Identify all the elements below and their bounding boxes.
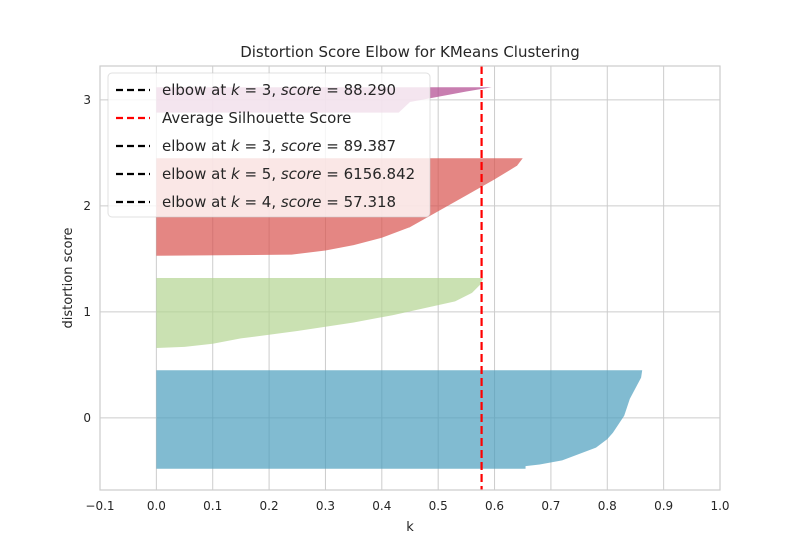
silhouette-cluster-1 (156, 278, 484, 348)
x-tick-labels: −0.1 0.0 0.1 0.2 0.3 0.4 0.5 0.6 0.7 0.8 0.9 1.0 (85, 499, 729, 513)
legend-label: elbow at k = 4, score = 57.318 (162, 193, 396, 211)
legend-label: elbow at k = 5, score = 6156.842 (162, 165, 415, 183)
x-tick-label: 0.0 (147, 499, 166, 513)
x-axis-label: k (406, 520, 414, 535)
x-tick-label: 0.1 (203, 499, 222, 513)
x-tick-label: 0.7 (541, 499, 560, 513)
x-tick-label: 0.5 (429, 499, 448, 513)
silhouette-cluster-0 (156, 370, 643, 469)
x-tick-label: 0.9 (654, 499, 673, 513)
chart-title: Distortion Score Elbow for KMeans Cluste… (240, 43, 580, 61)
y-tick-label: 3 (83, 93, 91, 107)
legend-label: elbow at k = 3, score = 89.387 (162, 137, 396, 155)
y-tick-label: 0 (83, 411, 91, 425)
y-axis-label: distortion score (61, 228, 76, 329)
x-tick-label: 1.0 (710, 499, 729, 513)
y-tick-label: 2 (83, 199, 91, 213)
x-tick-label: 0.3 (316, 499, 335, 513)
x-tick-label: −0.1 (85, 499, 114, 513)
x-tick-label: 0.6 (485, 499, 504, 513)
legend-label: elbow at k = 3, score = 88.290 (162, 81, 396, 99)
x-tick-label: 0.8 (598, 499, 617, 513)
x-tick-label: 0.2 (260, 499, 279, 513)
legend-label: Average Silhouette Score (162, 109, 351, 127)
y-tick-label: 1 (83, 305, 91, 319)
x-tick-label: 0.4 (372, 499, 391, 513)
y-tick-labels: 0 1 2 3 (83, 93, 91, 425)
legend-box (107, 72, 431, 218)
legend: elbow at k = 3, score = 88.290 Average Si… (107, 72, 431, 218)
plot-frame (99, 65, 721, 491)
